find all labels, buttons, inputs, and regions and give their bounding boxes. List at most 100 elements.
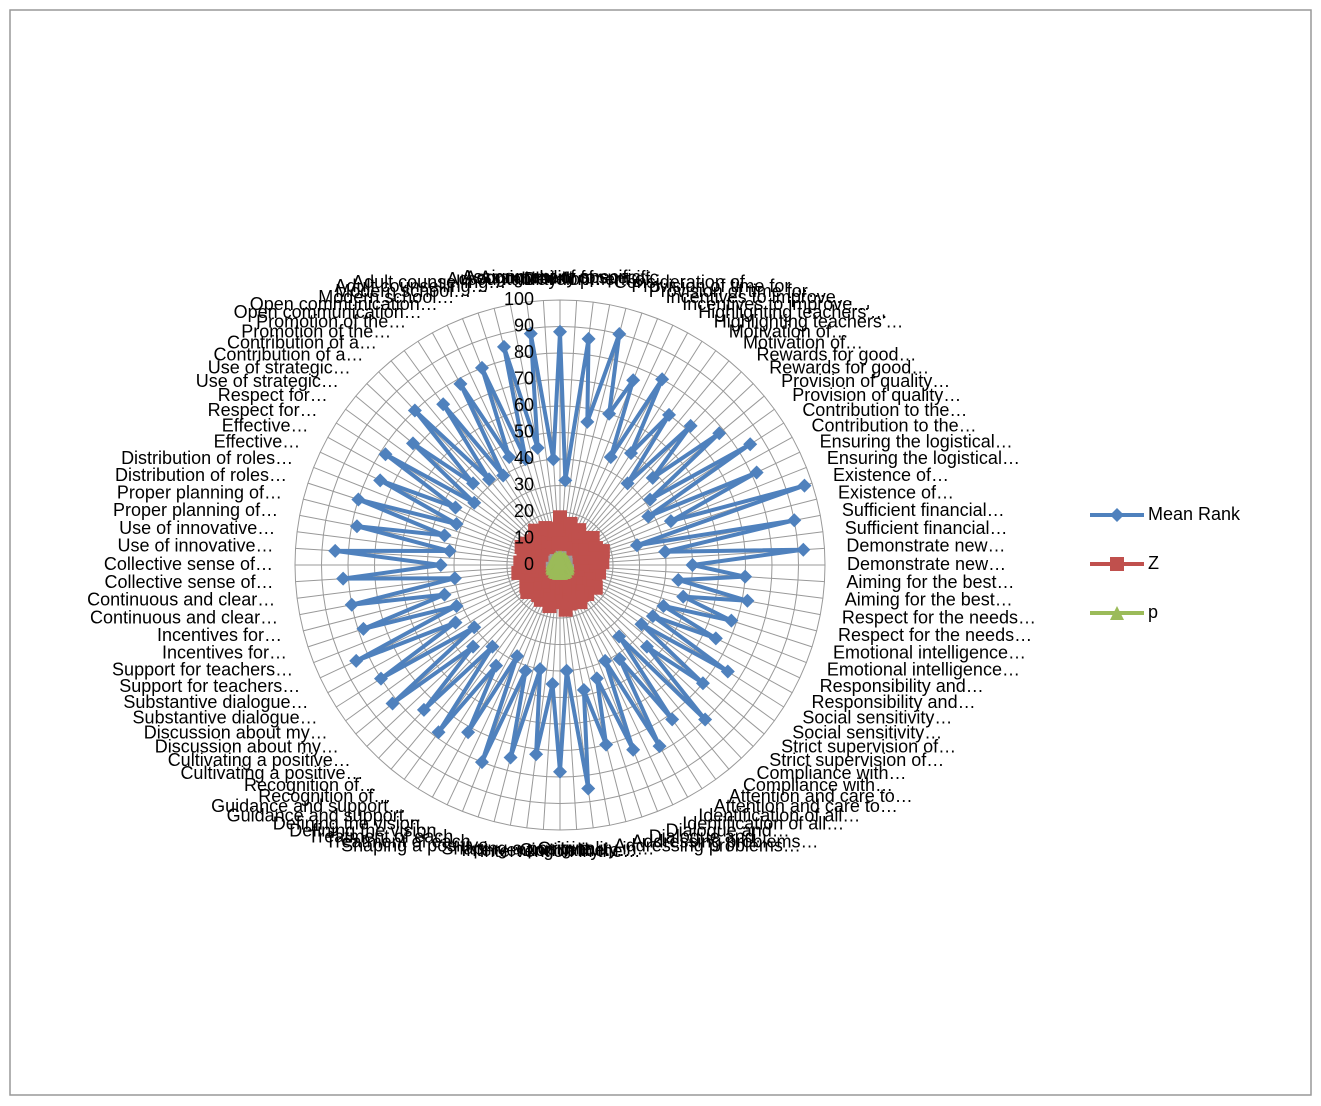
data-point xyxy=(437,528,452,543)
category-label: Respect for the needs… xyxy=(838,625,1032,645)
category-label: Distribution of roles… xyxy=(121,448,293,468)
data-point xyxy=(665,712,680,727)
data-point xyxy=(328,543,343,558)
category-label: Provision of time for… xyxy=(649,281,826,301)
category-label: Contribution to the… xyxy=(802,400,967,420)
data-point xyxy=(545,677,560,692)
data-point xyxy=(466,639,481,654)
category-label: Open communication… xyxy=(250,294,438,314)
category-label: Continuous and clear… xyxy=(87,590,275,610)
category-label: Existence of… xyxy=(833,465,949,485)
category-label: Contribution of a… xyxy=(213,345,363,365)
category-label: Compliance with… xyxy=(756,763,906,783)
category-label: Shaping a positive… xyxy=(341,836,506,856)
r-tick-label: 80 xyxy=(514,342,534,362)
category-label: Sufficient financial… xyxy=(845,518,1008,538)
data-point xyxy=(553,324,567,339)
category-label: Originality in… xyxy=(537,838,654,858)
category-label: Intervention in the… xyxy=(479,841,640,861)
category-label: Use of innovative… xyxy=(119,518,275,538)
category-label: Attention and care to… xyxy=(729,786,913,806)
data-point xyxy=(431,725,446,740)
data-point xyxy=(623,446,638,461)
legend-label: Z xyxy=(1148,553,1159,573)
category-label: Provision of quality… xyxy=(792,385,961,405)
category-label: Respect for… xyxy=(218,385,328,405)
category-label: Accountability for… xyxy=(464,267,619,287)
category-label: Identification of all… xyxy=(682,813,844,833)
data-point xyxy=(548,523,563,538)
r-tick-label: 20 xyxy=(514,501,534,521)
category-label: Support for teachers… xyxy=(119,676,300,696)
data-point xyxy=(533,662,548,677)
category-label: Social sensitivity… xyxy=(792,722,942,742)
data-point xyxy=(558,473,573,488)
data-point xyxy=(496,468,511,483)
data-point xyxy=(612,651,627,666)
data-point xyxy=(405,436,420,451)
category-label: Existence of… xyxy=(838,482,954,502)
category-label: Defining the vision… xyxy=(273,813,438,833)
data-point xyxy=(467,620,482,635)
data-point xyxy=(598,653,613,668)
data-point xyxy=(612,629,627,644)
category-label: Compliance with… xyxy=(743,775,893,795)
data-point xyxy=(797,478,812,493)
category-label: Contribution to the… xyxy=(812,415,977,435)
category-label: Collective sense of… xyxy=(104,554,273,574)
category-label: Incentives for… xyxy=(162,642,287,662)
data-point xyxy=(351,492,366,507)
category-label: Adult counselling… xyxy=(352,272,506,292)
category-label: Accountability for… xyxy=(446,269,601,289)
spoke xyxy=(313,564,561,664)
legend-label: Mean Rank xyxy=(1148,504,1241,524)
category-label: Identification of all… xyxy=(698,805,860,825)
data-point xyxy=(551,536,566,551)
data-point xyxy=(510,649,525,664)
category-label: Discussion about my… xyxy=(155,737,339,757)
data-point xyxy=(474,755,489,770)
category-label: Emotional intelligence… xyxy=(827,659,1020,679)
category-label: Modern school… xyxy=(318,287,454,307)
data-point xyxy=(453,376,468,391)
data-point xyxy=(344,597,359,612)
data-point xyxy=(698,712,713,727)
data-point xyxy=(712,426,727,441)
data-point xyxy=(652,739,667,754)
data-point xyxy=(436,397,451,412)
category-label: Contribution of a… xyxy=(227,333,377,353)
data-point xyxy=(662,407,677,422)
category-label: Use of innovative… xyxy=(117,536,273,556)
data-point xyxy=(580,414,595,429)
r-tick-label: 30 xyxy=(514,474,534,494)
data-point xyxy=(603,450,618,465)
data-point xyxy=(474,360,489,375)
category-label: Distribution of roles… xyxy=(115,465,287,485)
data-point xyxy=(553,764,567,779)
data-point xyxy=(378,447,393,462)
category-label: Motivation of… xyxy=(729,322,849,342)
data-point xyxy=(349,519,364,534)
category-label: Incentives to improve… xyxy=(682,294,870,314)
legend-marker xyxy=(1110,557,1124,571)
data-point xyxy=(530,440,545,455)
data-point xyxy=(461,725,476,740)
data-point xyxy=(738,569,753,584)
data-point xyxy=(546,452,561,467)
data-point xyxy=(658,544,673,559)
data-point xyxy=(489,658,504,673)
data-point xyxy=(676,589,691,604)
data-point xyxy=(663,514,678,529)
data-point xyxy=(336,571,351,586)
data-point xyxy=(552,555,567,570)
category-label: Ensuring the logistical… xyxy=(820,432,1013,452)
data-point xyxy=(448,615,463,630)
data-point xyxy=(482,472,497,487)
category-label: Consideration of… xyxy=(614,272,763,292)
data-point xyxy=(655,372,670,387)
category-label: Strict supervision of… xyxy=(781,737,956,757)
category-label: Provision of quality… xyxy=(781,371,950,391)
category-label: Demonstrate new… xyxy=(846,536,1005,556)
category-label: Incentives to improve… xyxy=(666,287,854,307)
